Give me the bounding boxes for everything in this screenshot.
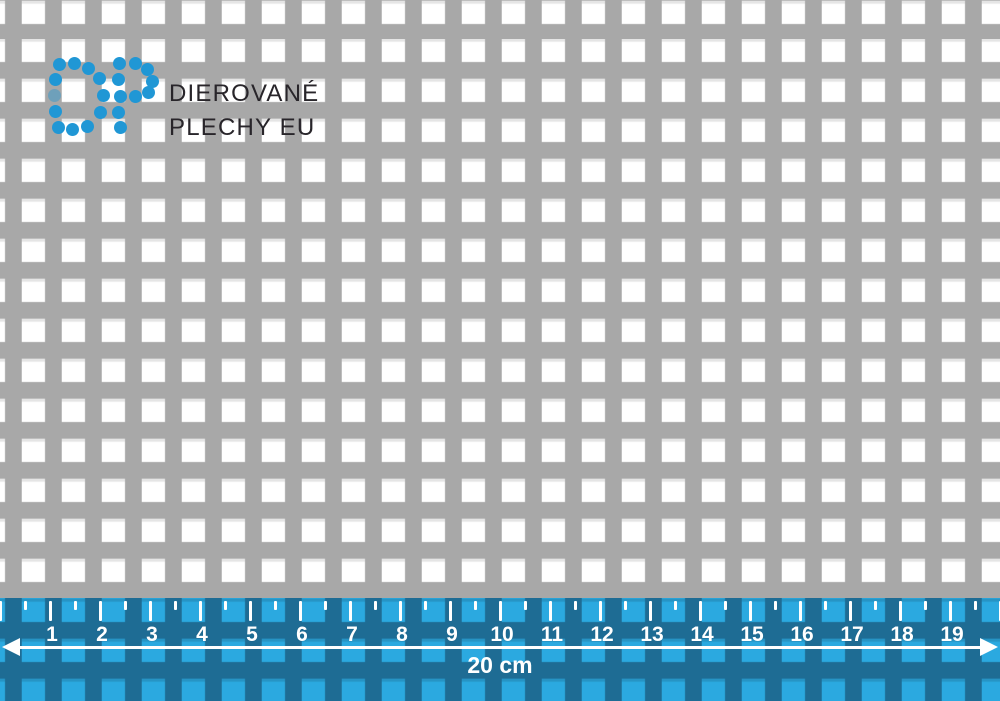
ruler-tick (148, 601, 152, 621)
logo-dot (48, 72, 62, 86)
ruler-tick (173, 601, 177, 610)
logo-dot (81, 61, 95, 75)
logo-dot (51, 120, 65, 134)
ruler-number: 18 (890, 623, 914, 646)
perforated-sheet (0, 0, 1000, 598)
ruler-tick (423, 601, 427, 610)
logo-dot (145, 74, 159, 88)
logo-dot (92, 71, 106, 85)
ruler-tick (673, 601, 677, 610)
ruler-tick (123, 601, 127, 610)
ruler-number: 11 (540, 623, 564, 646)
ruler-tick (398, 601, 402, 621)
ruler-tick (98, 601, 102, 621)
arrow-right-icon (980, 638, 998, 656)
ruler-tick (273, 601, 277, 610)
ruler-tick (923, 601, 927, 610)
ruler-number: 4 (196, 623, 208, 646)
ruler-tick (973, 601, 977, 610)
ruler-tick (848, 601, 852, 621)
ruler-tick (623, 601, 627, 610)
ruler-tick (48, 601, 52, 621)
logo-dot (93, 105, 107, 119)
ruler-tick (873, 601, 877, 610)
logo-dot (141, 85, 155, 99)
length-arrow-line (14, 646, 986, 649)
ruler-number: 17 (840, 623, 864, 646)
ruler-tick (373, 601, 377, 610)
ruler-tick (548, 601, 552, 621)
ruler-tick (223, 601, 227, 610)
ruler-number: 15 (740, 623, 764, 646)
logo-dot (128, 89, 142, 103)
ruler-number: 19 (940, 623, 964, 646)
logo-dot (113, 120, 127, 134)
ruler-tick (198, 601, 202, 621)
ruler-tick (573, 601, 577, 610)
ruler-tick (898, 601, 902, 621)
logo-dot (111, 105, 125, 119)
ruler-number: 14 (690, 623, 714, 646)
ruler-tick (498, 601, 502, 621)
logo-dot (65, 122, 79, 136)
ruler-tick (998, 601, 1000, 621)
ruler-tick (348, 601, 352, 621)
length-label: 20 cm (467, 652, 533, 678)
ruler-tick (473, 601, 477, 610)
brand-line-2: PLECHY EU (169, 114, 316, 141)
ruler-tick (523, 601, 527, 610)
ruler-tick (773, 601, 777, 610)
logo-dot (67, 56, 81, 70)
logo-dot (80, 119, 94, 133)
logo-dot (48, 104, 62, 118)
logo-dot (140, 62, 154, 76)
ruler-band: 1 2 3 4 5 6 7 8 9 10 11 12 13 14 15 16 17 18 19 20 cm (0, 598, 1000, 701)
ruler-number: 3 (146, 623, 158, 646)
brand-line-1: DIEROVANÉ (169, 80, 320, 107)
ruler-number: 7 (346, 623, 358, 646)
logo-dot (111, 72, 125, 86)
ruler-tick (948, 601, 952, 621)
ruler-tick (823, 601, 827, 610)
logo-dot (52, 57, 66, 71)
ruler-number: 13 (640, 623, 664, 646)
ruler-number: 5 (246, 623, 258, 646)
ruler-number: 9 (446, 623, 458, 646)
logo-dot (112, 56, 126, 70)
arrow-left-icon (2, 638, 20, 656)
ruler-tick (748, 601, 752, 621)
ruler-tick (598, 601, 602, 621)
ruler-tick (0, 601, 2, 621)
ruler-tick (448, 601, 452, 621)
ruler-number: 8 (396, 623, 408, 646)
ruler-number: 1 (46, 623, 58, 646)
ruler-number: 2 (96, 623, 108, 646)
ruler-tick (23, 601, 27, 610)
ruler-tick (698, 601, 702, 621)
ruler-tick (648, 601, 652, 621)
logo-dot (96, 88, 110, 102)
logo-dot (47, 88, 61, 102)
ruler-number: 12 (590, 623, 614, 646)
ruler-tick (798, 601, 802, 621)
ruler-tick (298, 601, 302, 621)
ruler-tick (723, 601, 727, 610)
dp-logo (0, 0, 220, 160)
logo-dot (113, 89, 127, 103)
ruler-tick (73, 601, 77, 610)
ruler-number: 6 (296, 623, 308, 646)
ruler-tick (323, 601, 327, 610)
ruler-number: 16 (790, 623, 814, 646)
ruler-number: 10 (490, 623, 514, 646)
logo-dot (128, 56, 142, 70)
ruler-tick (248, 601, 252, 621)
